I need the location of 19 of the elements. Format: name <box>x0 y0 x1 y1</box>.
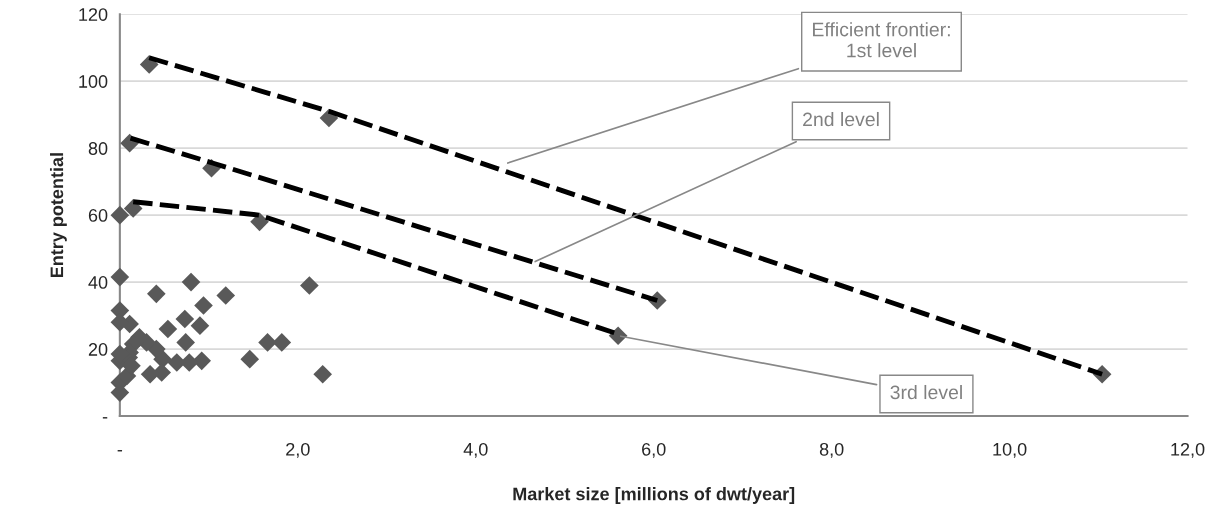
y-tick-label: 40 <box>88 276 108 289</box>
y-tick-label: 20 <box>88 343 108 356</box>
annotation: 2nd level <box>803 111 879 127</box>
x-tick-label: 12,0 <box>1171 442 1205 458</box>
x-tick-label: 6,0 <box>642 442 666 458</box>
y-tick-label: 100 <box>79 75 108 88</box>
annotation: Efficient frontier: 1st level <box>813 22 950 58</box>
x-axis-title: Market size [millions of dwt/year] <box>513 487 795 504</box>
x-tick-label: 4,0 <box>463 442 488 458</box>
x-tick-label: 2,0 <box>286 442 310 458</box>
y-tick-label: 60 <box>88 209 108 222</box>
y-tick-label: 120 <box>79 8 108 21</box>
y-tick-label: 80 <box>88 142 108 155</box>
x-tick-label: - <box>117 450 123 452</box>
y-axis-title: Entry potential <box>49 153 67 278</box>
y-tick-label: - <box>102 417 108 419</box>
annotation: 3rd level <box>890 384 962 400</box>
x-tick-label: 8,0 <box>819 442 844 458</box>
x-tick-label: 10,0 <box>993 442 1027 458</box>
